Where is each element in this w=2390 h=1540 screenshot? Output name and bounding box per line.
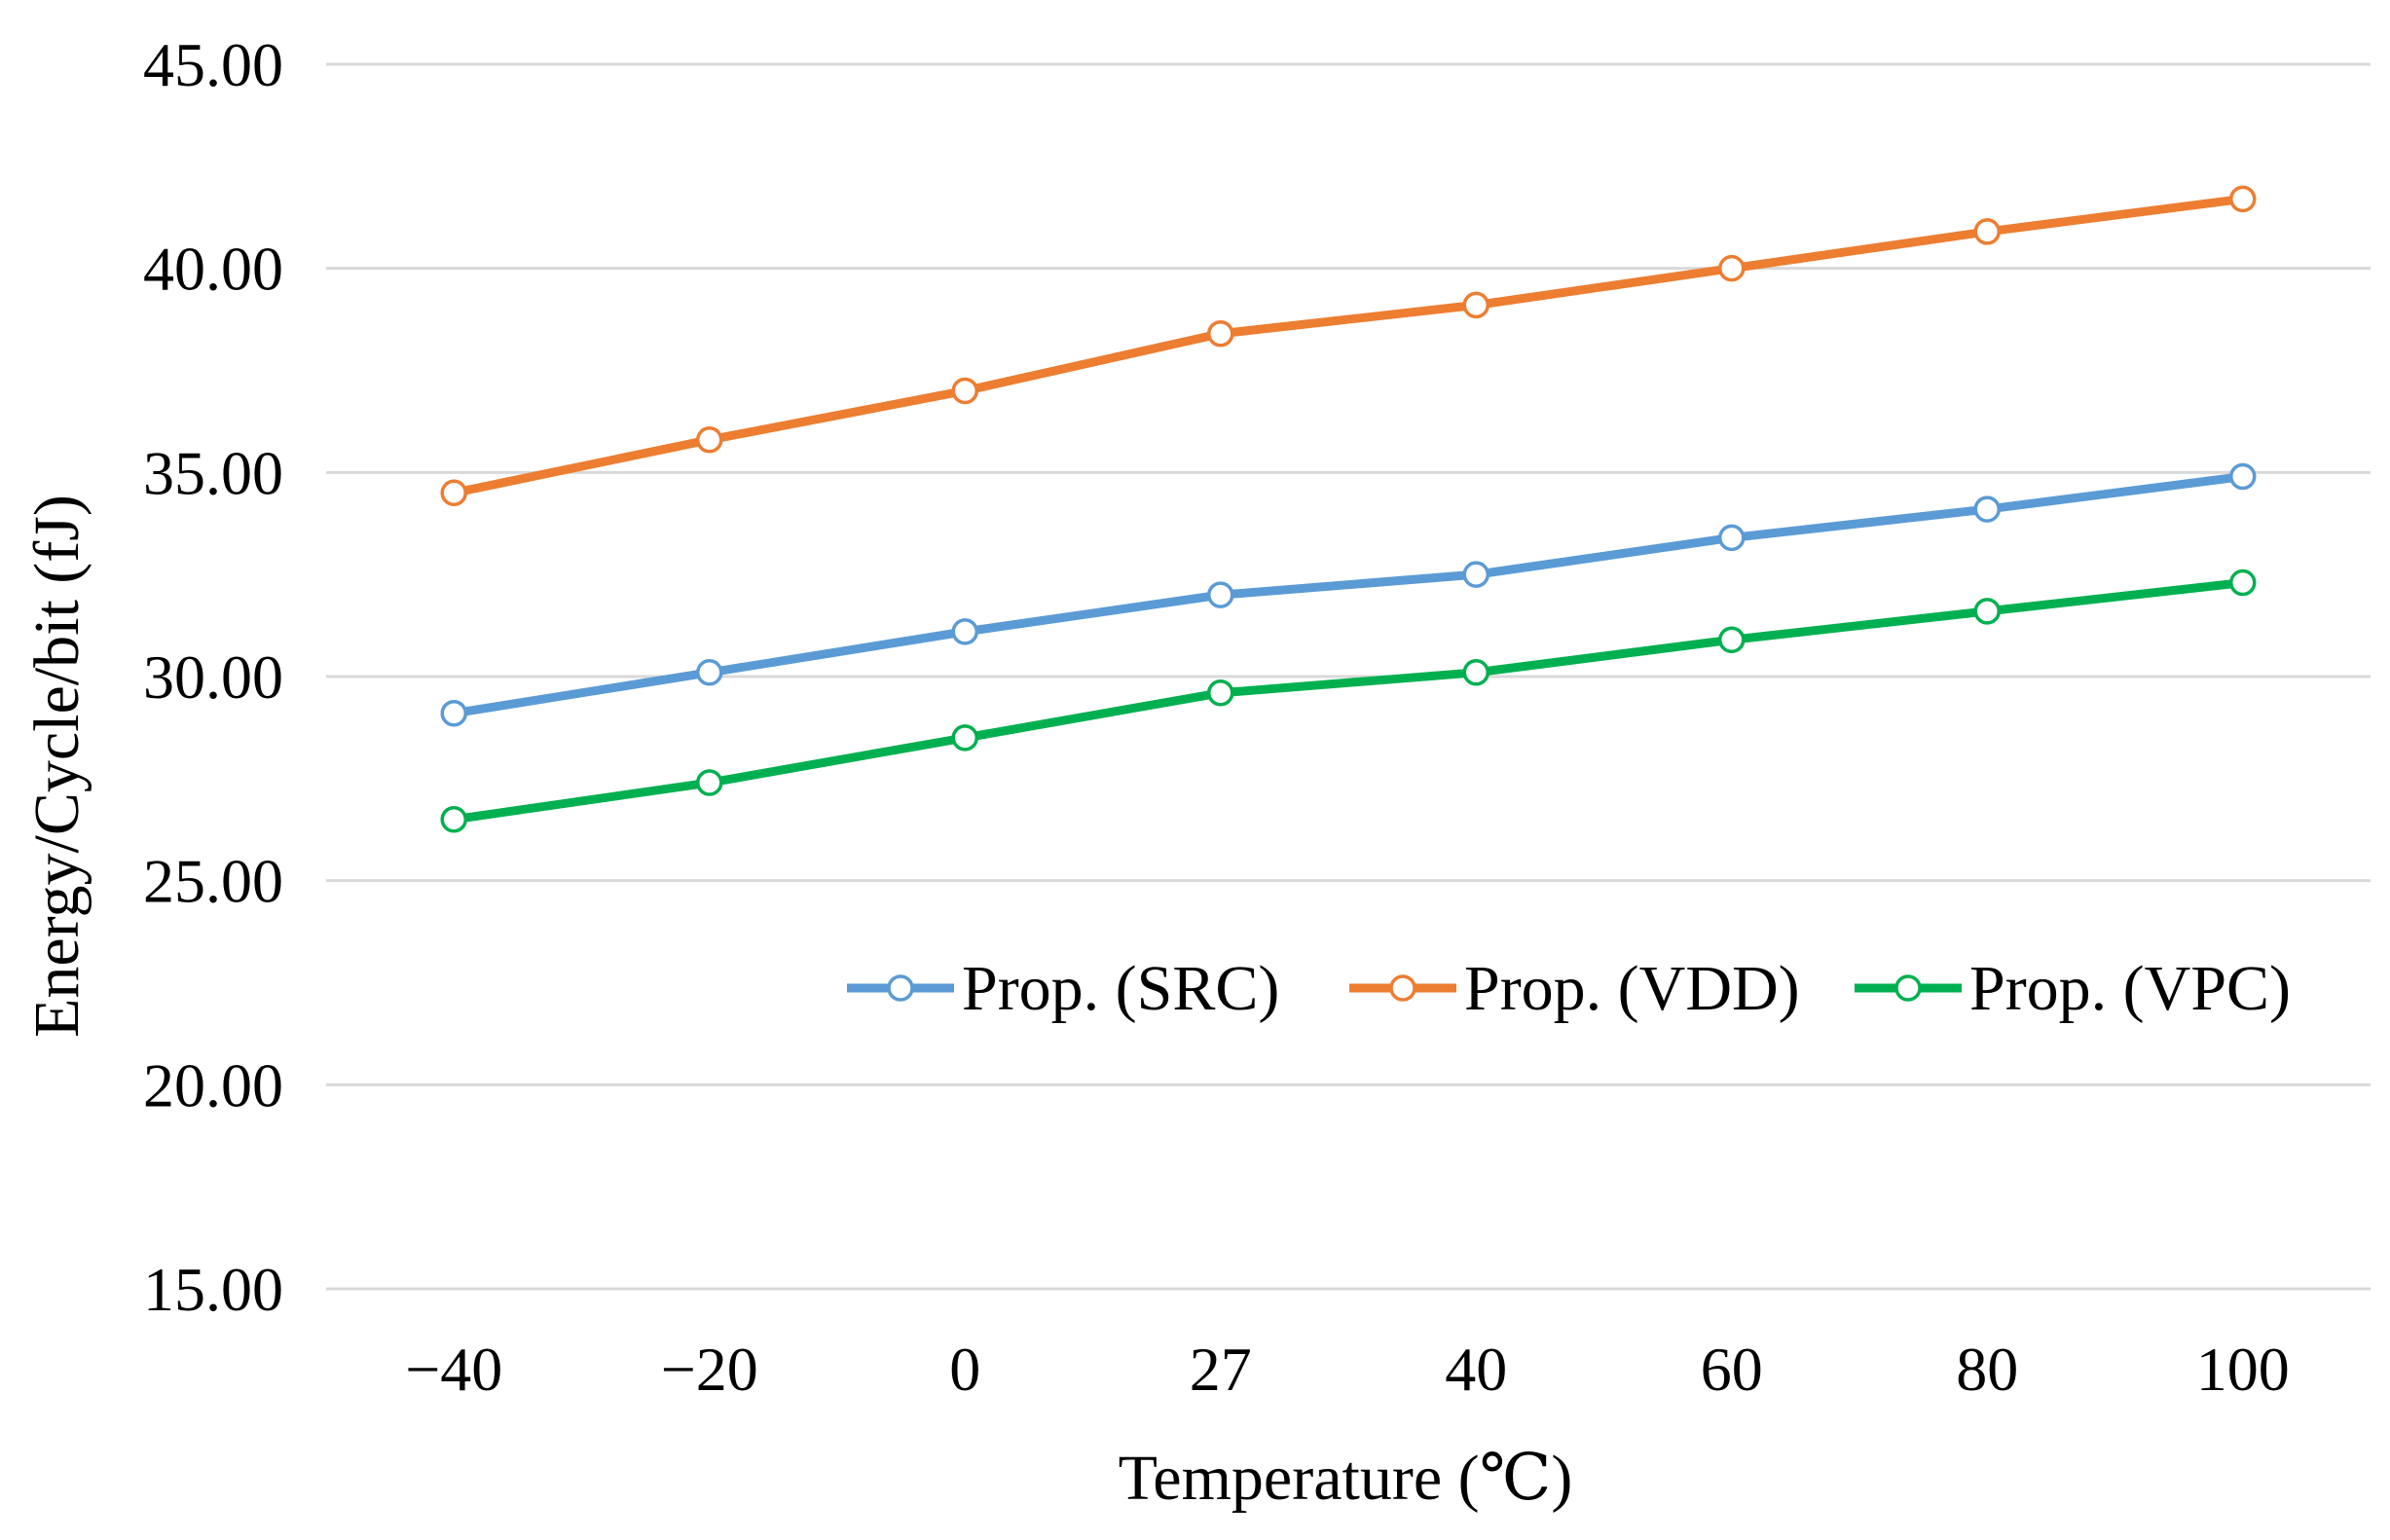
data-point — [1973, 495, 2001, 523]
data-point — [696, 426, 723, 454]
y-tick-label: 30.00 — [143, 642, 283, 712]
series-lines — [440, 185, 2257, 833]
y-tick-label: 15.00 — [143, 1255, 283, 1324]
data-point — [440, 699, 467, 727]
y-tick-label: 35.00 — [143, 438, 283, 507]
x-axis-title: Temperature (℃) — [1119, 1443, 1573, 1514]
data-point — [440, 479, 467, 507]
data-point — [1462, 561, 1489, 588]
y-tick-label: 45.00 — [143, 30, 283, 99]
data-point — [2229, 568, 2257, 597]
x-tick-label: 27 — [1190, 1335, 1252, 1404]
legend-label: Prop. (VDD) — [1464, 953, 1800, 1024]
series-line — [453, 578, 2244, 825]
x-tick-label: 100 — [2196, 1335, 2290, 1404]
data-point — [1462, 659, 1489, 686]
data-point — [951, 618, 978, 645]
y-axis-title: Energy/Cycle/bit (fJ) — [21, 495, 92, 1038]
data-point — [1462, 291, 1489, 319]
legend-swatch-marker — [1389, 974, 1416, 1002]
data-point — [1718, 626, 1746, 654]
legend: Prop. (SRC) Prop. (VDD) Prop. (VPC) — [847, 953, 2291, 1024]
data-point — [1207, 581, 1234, 608]
x-tick-label: 0 — [949, 1335, 980, 1404]
legend-label: Prop. (SRC) — [962, 953, 1279, 1024]
series-line — [453, 194, 2244, 497]
legend-swatch-marker — [1894, 974, 1922, 1002]
x-tick-label: 60 — [1701, 1335, 1763, 1404]
legend-swatch-marker — [887, 974, 914, 1002]
y-tick-labels: 15.00 20.00 25.00 30.00 35.00 40.00 45.00 — [143, 30, 283, 1324]
legend-label: Prop. (VPC) — [1969, 953, 2291, 1024]
data-point — [2229, 185, 2257, 213]
x-tick-label: 80 — [1956, 1335, 2018, 1404]
data-point — [1207, 679, 1234, 707]
data-point — [696, 769, 723, 796]
x-tick-label: 40 — [1445, 1335, 1507, 1404]
x-tick-label: −20 — [661, 1335, 758, 1404]
data-point — [1718, 524, 1746, 552]
data-point — [1718, 254, 1746, 282]
y-tick-label: 25.00 — [143, 847, 283, 916]
x-tick-label: −40 — [405, 1335, 502, 1404]
series-line — [453, 472, 2244, 718]
y-tick-label: 40.00 — [143, 235, 283, 304]
gridlines — [326, 62, 2371, 1291]
data-point — [696, 659, 723, 686]
data-point — [951, 724, 978, 752]
data-point — [1207, 320, 1234, 348]
data-point — [951, 377, 978, 405]
data-point — [440, 806, 467, 833]
data-point — [1973, 218, 2001, 245]
y-tick-label: 20.00 — [143, 1050, 283, 1119]
data-point — [1973, 598, 2001, 625]
x-tick-labels: −40 −20 0 27 40 60 80 100 — [405, 1335, 2290, 1404]
data-point — [2229, 462, 2257, 491]
